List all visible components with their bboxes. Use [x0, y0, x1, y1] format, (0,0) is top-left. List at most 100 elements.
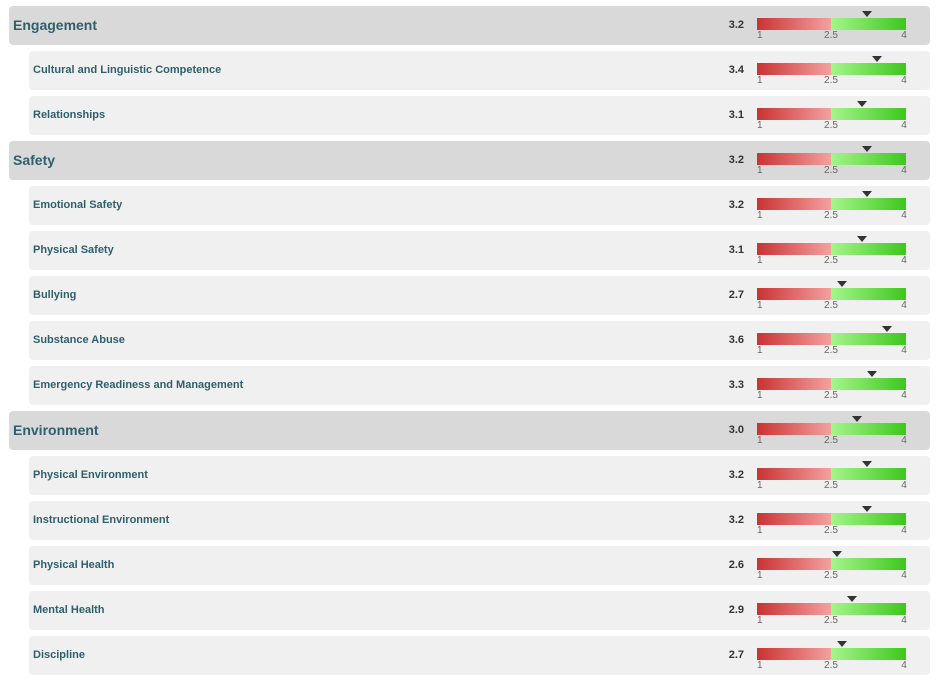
- gauge-tick-mid: 2.5: [824, 165, 838, 176]
- gauge-low-segment: [757, 18, 831, 30]
- gauge-tick-mid: 2.5: [824, 435, 838, 446]
- gauge-low-segment: [757, 558, 831, 570]
- gauge-high-segment: [831, 153, 906, 165]
- subdomain-label: Emergency Readiness and Management: [33, 379, 244, 391]
- gauge-low-segment: [757, 288, 831, 300]
- gauge-tick-max: 4: [901, 75, 907, 86]
- gauge-tick-min: 1: [757, 570, 763, 581]
- score-value: 3.2: [728, 199, 744, 211]
- gauge-high-segment: [831, 423, 906, 435]
- gauge-tick-mid: 2.5: [824, 345, 838, 356]
- gauge-tick-max: 4: [901, 300, 907, 311]
- gauge-tick-mid: 2.5: [824, 390, 838, 401]
- gauge-marker-icon: [857, 236, 867, 242]
- gauge-tick-min: 1: [757, 165, 763, 176]
- gauge-tick-min: 1: [757, 30, 763, 41]
- score-value: 3.2: [728, 514, 744, 526]
- gauge-tick-mid: 2.5: [824, 480, 838, 491]
- score-value: 3.2: [728, 19, 744, 31]
- gauge-high-segment: [831, 63, 906, 75]
- subdomain-row: Physical Health 2.6 1 2.5 4: [29, 546, 930, 585]
- gauge-high-segment: [831, 108, 906, 120]
- gauge-tick-mid: 2.5: [824, 525, 838, 536]
- score-gauge: 1 2.5 4: [757, 326, 907, 356]
- gauge-tick-max: 4: [901, 30, 907, 41]
- gauge-low-segment: [757, 468, 831, 480]
- gauge-tick-mid: 2.5: [824, 120, 838, 131]
- score-value: 3.6: [728, 334, 744, 346]
- gauge-marker-icon: [862, 461, 872, 467]
- gauge-marker-icon: [862, 506, 872, 512]
- gauge-marker-icon: [837, 641, 847, 647]
- gauge-tick-max: 4: [901, 480, 907, 491]
- gauge-tick-min: 1: [757, 480, 763, 491]
- gauge-tick-min: 1: [757, 255, 763, 266]
- gauge-tick-max: 4: [901, 120, 907, 131]
- subdomain-label: Substance Abuse: [33, 334, 125, 346]
- score-gauge: 1 2.5 4: [757, 191, 907, 221]
- category-row: Engagement 3.2 1 2.5 4: [9, 6, 930, 45]
- gauge-marker-icon: [837, 281, 847, 287]
- gauge-marker-icon: [862, 146, 872, 152]
- gauge-high-segment: [831, 243, 906, 255]
- score-gauge: 1 2.5 4: [757, 371, 907, 401]
- subdomain-label: Physical Safety: [33, 244, 114, 256]
- gauge-marker-icon: [867, 371, 877, 377]
- category-label: Safety: [13, 152, 56, 168]
- gauge-tick-max: 4: [901, 210, 907, 221]
- score-value: 2.9: [728, 604, 744, 616]
- gauge-tick-mid: 2.5: [824, 75, 838, 86]
- score-value: 3.0: [728, 424, 744, 436]
- subdomain-label: Mental Health: [33, 604, 105, 616]
- subdomain-label: Bullying: [33, 289, 77, 301]
- gauge-high-segment: [831, 468, 906, 480]
- gauge-low-segment: [757, 513, 831, 525]
- gauge-high-segment: [831, 513, 906, 525]
- gauge-tick-min: 1: [757, 120, 763, 131]
- score-gauge: 1 2.5 4: [757, 506, 907, 536]
- gauge-tick-max: 4: [901, 615, 907, 626]
- gauge-tick-min: 1: [757, 615, 763, 626]
- score-gauge: 1 2.5 4: [757, 56, 907, 86]
- gauge-high-segment: [831, 558, 906, 570]
- subdomain-label: Relationships: [33, 109, 106, 121]
- score-value: 2.6: [728, 559, 744, 571]
- score-gauge: 1 2.5 4: [757, 236, 907, 266]
- score-gauge: 1 2.5 4: [757, 641, 907, 671]
- subdomain-row: Instructional Environment 3.2 1 2.5 4: [29, 501, 930, 540]
- gauge-high-segment: [831, 18, 906, 30]
- gauge-tick-max: 4: [901, 390, 907, 401]
- gauge-tick-max: 4: [901, 345, 907, 356]
- score-gauge: 1 2.5 4: [757, 596, 907, 626]
- subdomain-row: Cultural and Linguistic Competence 3.4 1 2.…: [29, 51, 930, 90]
- gauge-tick-min: 1: [757, 435, 763, 446]
- score-gauge: 1 2.5 4: [757, 551, 907, 581]
- gauge-marker-icon: [882, 326, 892, 332]
- gauge-tick-min: 1: [757, 75, 763, 86]
- gauge-high-segment: [831, 603, 906, 615]
- subdomain-label: Physical Health: [33, 559, 115, 571]
- gauge-marker-icon: [832, 551, 842, 557]
- gauge-tick-min: 1: [757, 300, 763, 311]
- subdomain-label: Emotional Safety: [33, 199, 123, 211]
- subdomain-row: Relationships 3.1 1 2.5 4: [29, 96, 930, 135]
- subdomain-row: Mental Health 2.9 1 2.5 4: [29, 591, 930, 630]
- gauge-high-segment: [831, 288, 906, 300]
- subdomain-label: Instructional Environment: [33, 514, 170, 526]
- gauge-marker-icon: [862, 191, 872, 197]
- gauge-low-segment: [757, 198, 831, 210]
- gauge-low-segment: [757, 378, 831, 390]
- score-value: 2.7: [728, 649, 744, 661]
- score-value: 2.7: [728, 289, 744, 301]
- gauge-tick-min: 1: [757, 525, 763, 536]
- subdomain-label: Discipline: [33, 649, 85, 661]
- gauge-high-segment: [831, 333, 906, 345]
- category-row: Environment 3.0 1 2.5 4: [9, 411, 930, 450]
- score-gauge: 1 2.5 4: [757, 461, 907, 491]
- category-label: Environment: [13, 422, 99, 438]
- gauge-tick-max: 4: [901, 525, 907, 536]
- subdomain-row: Emotional Safety 3.2 1 2.5 4: [29, 186, 930, 225]
- subdomain-row: Physical Environment 3.2 1 2.5 4: [29, 456, 930, 495]
- gauge-marker-icon: [847, 596, 857, 602]
- gauge-tick-min: 1: [757, 345, 763, 356]
